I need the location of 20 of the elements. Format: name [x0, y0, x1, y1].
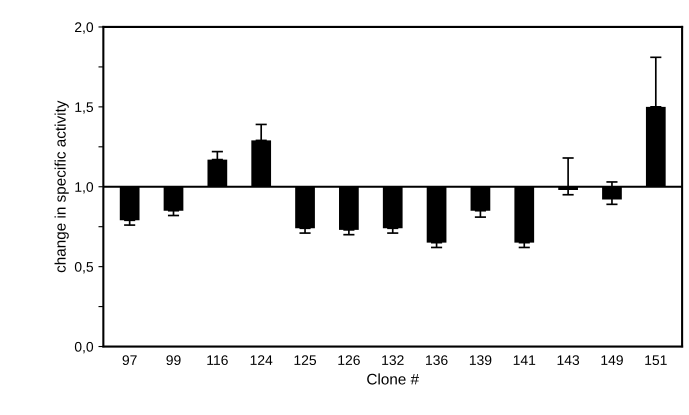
x-tick-label: 125	[294, 355, 316, 366]
x-tick-label: 141	[514, 355, 536, 365]
y-tick-label: 2,0	[75, 22, 94, 34]
y-tick-label: 0,5	[74, 262, 94, 274]
y-tick-label: 0,0	[74, 342, 94, 354]
y-tick-label: 1,0	[75, 182, 94, 194]
y-tick-label: 1,5	[75, 102, 94, 114]
x-axis-title: Clone #	[367, 373, 419, 385]
x-tick-label: 116	[207, 355, 228, 366]
y-axis-title: change in specific activity	[54, 100, 69, 272]
x-tick-label: 151	[645, 355, 667, 366]
x-tick-label: 132	[382, 355, 404, 366]
x-tick-label: 149	[601, 355, 623, 366]
x-tick-label: 99	[166, 355, 181, 366]
x-tick-label: 124	[250, 355, 272, 365]
x-tick-label: 139	[470, 355, 492, 366]
x-tick-label: 136	[426, 355, 448, 366]
x-tick-label: 126	[338, 355, 360, 366]
x-tick-label: 97	[122, 355, 137, 366]
x-tick-label: 143	[558, 355, 580, 366]
